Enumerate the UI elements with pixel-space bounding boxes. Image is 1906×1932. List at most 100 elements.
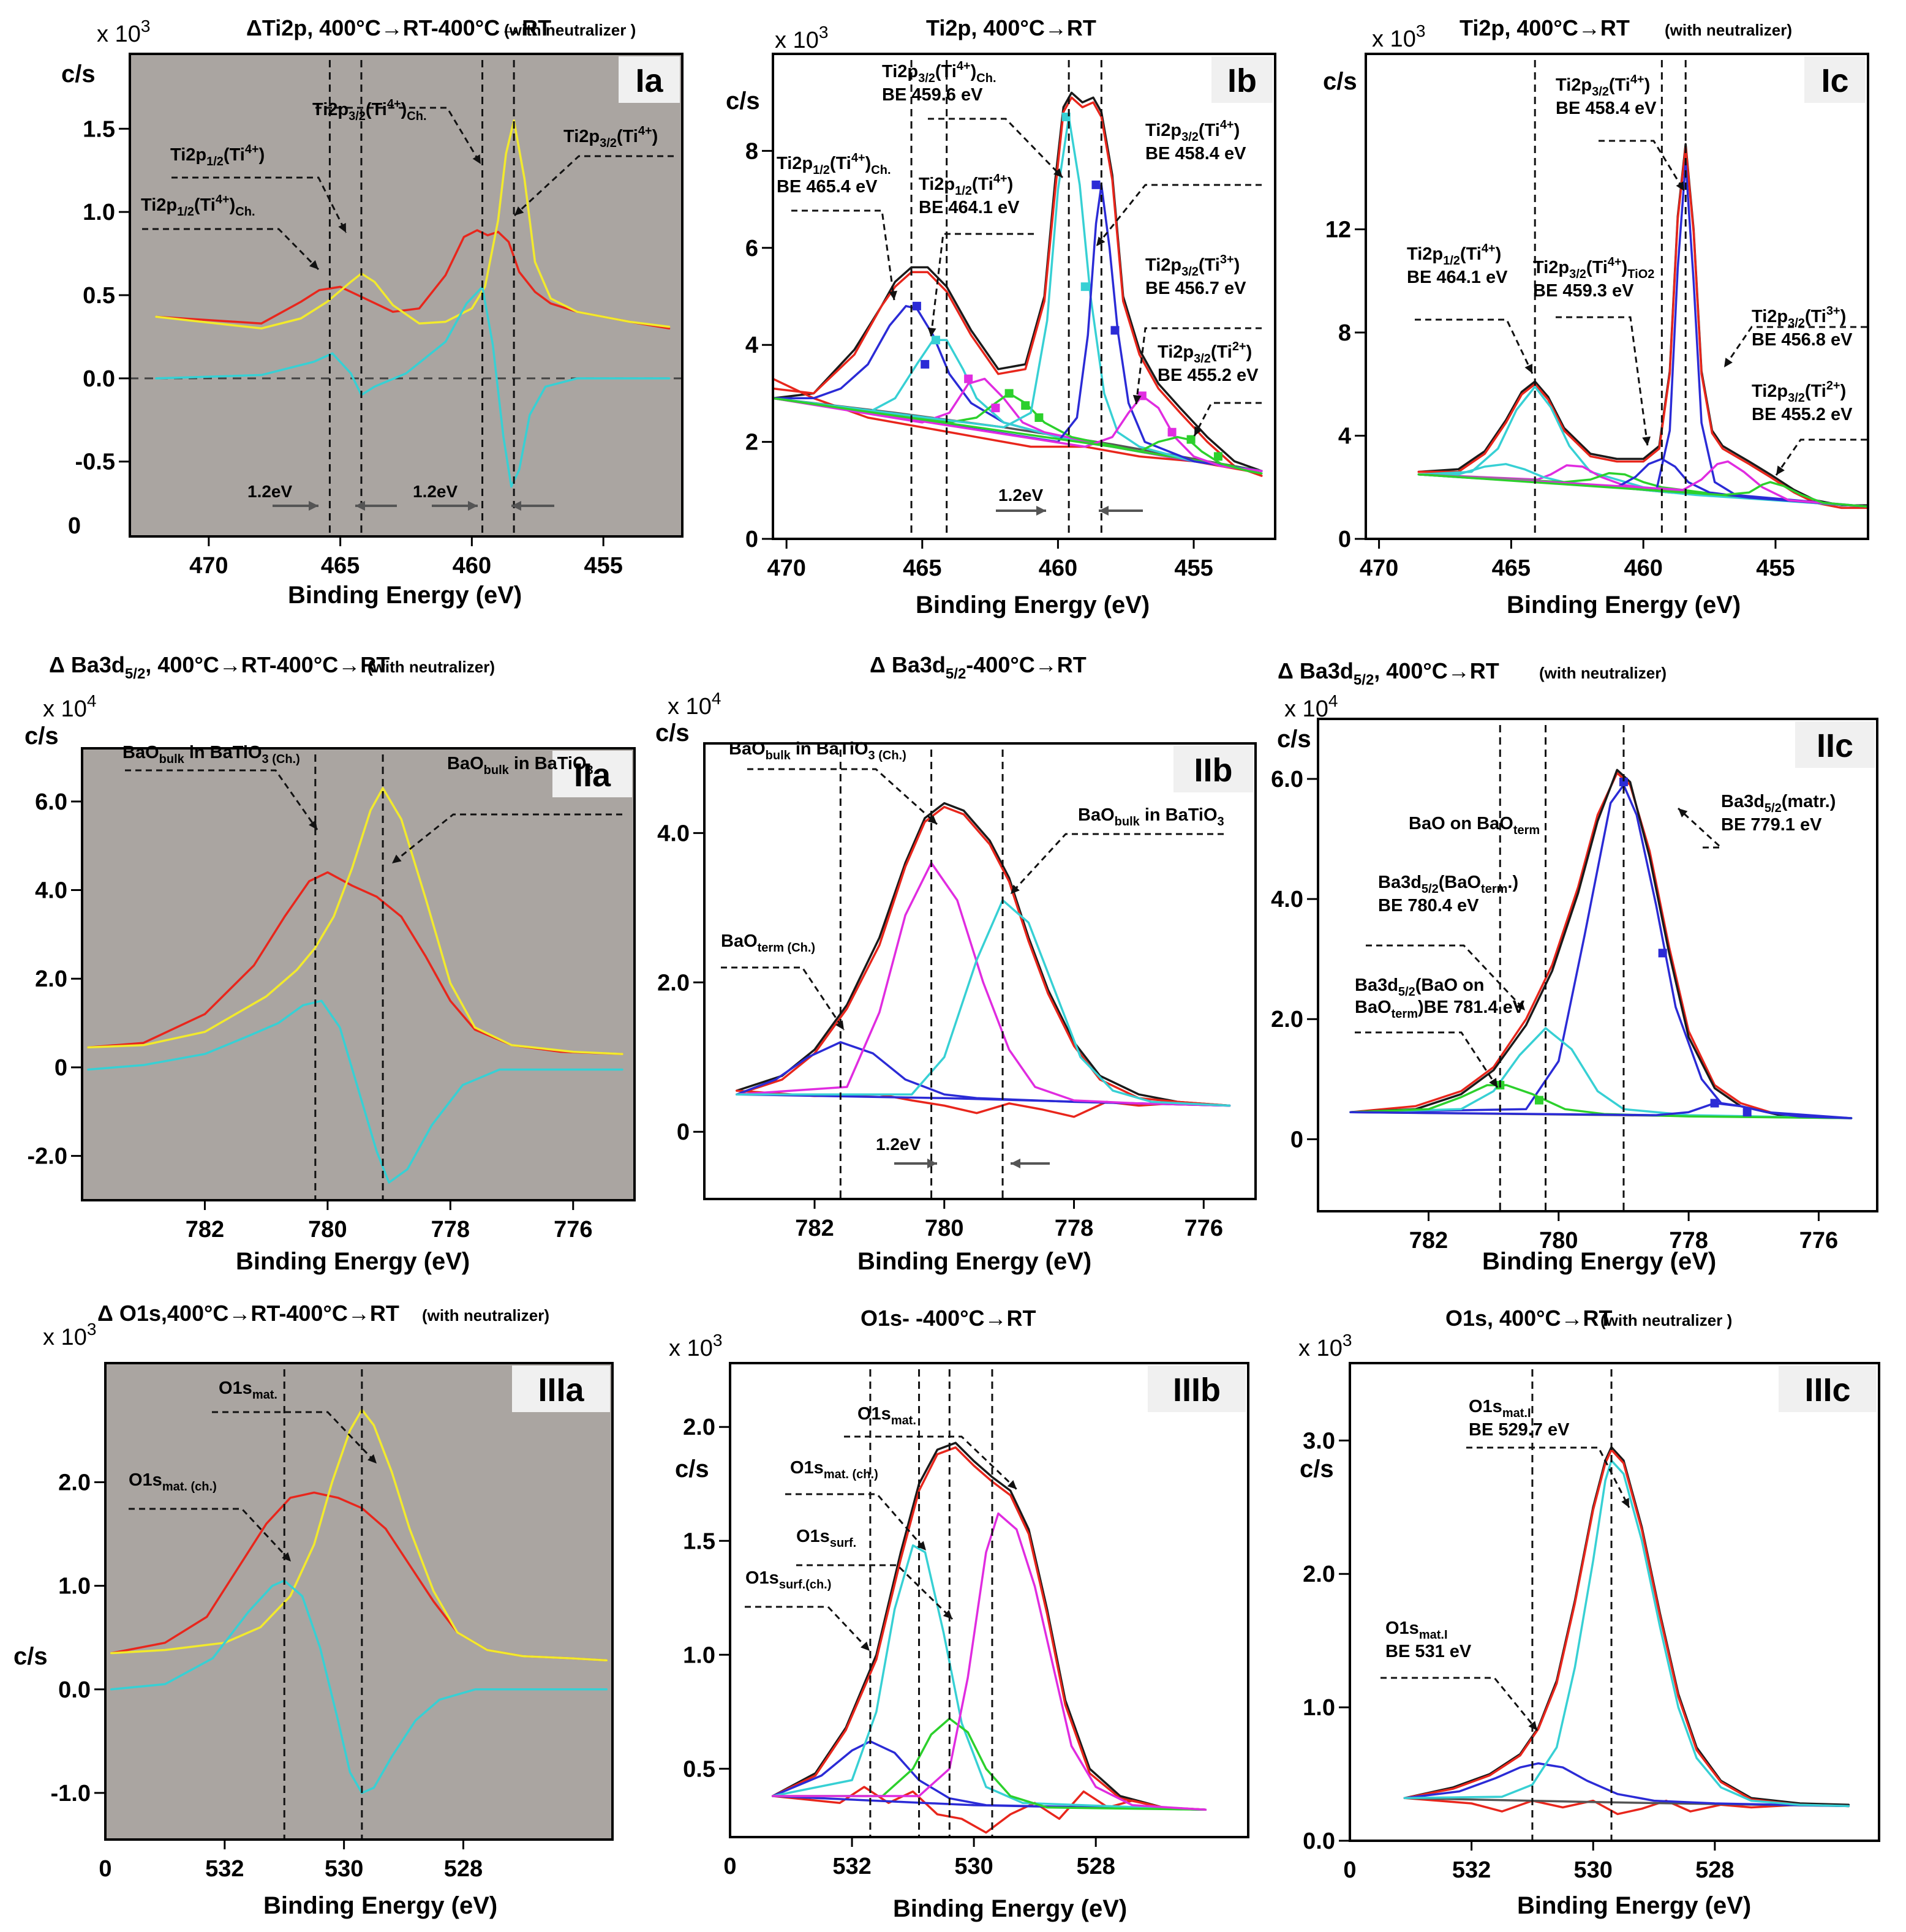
y-scale-factor: x 104 bbox=[43, 691, 96, 722]
axes-frame bbox=[772, 53, 1276, 540]
panel-title: ΔTi2p, 400°C→RT-400°C→RT bbox=[246, 15, 551, 40]
x-tick-label: 470 bbox=[1360, 555, 1398, 581]
axes-frame bbox=[1317, 718, 1878, 1212]
peak-annotation: Ti2p3/2(Ti3+) bbox=[1752, 304, 1846, 330]
series-peak-magenta-2 bbox=[1417, 460, 1868, 508]
plot-area bbox=[736, 802, 1231, 1118]
y-tick-label: 0 bbox=[677, 1119, 690, 1145]
x-tick-label: 782 bbox=[795, 1216, 834, 1241]
shift-arrowhead bbox=[1011, 1159, 1020, 1168]
panel-badge-bg bbox=[1795, 721, 1875, 768]
series-peak-blue bbox=[736, 1041, 1231, 1107]
y-scale-factor: x 103 bbox=[1372, 21, 1425, 52]
y-tick-label: -0.5 bbox=[75, 449, 115, 475]
annotation-arrowhead bbox=[917, 1541, 926, 1550]
peak-annotation: Ti2p1/2(Ti4+) bbox=[1407, 242, 1501, 268]
panel-title-note: (with neutralizer ) bbox=[1600, 1311, 1732, 1329]
panel-badge: IIIb bbox=[1173, 1372, 1221, 1408]
annotation-arrowhead bbox=[861, 1641, 870, 1651]
y-tick-label: 0 bbox=[1290, 1127, 1303, 1152]
annotation-leader-1 bbox=[930, 233, 1034, 337]
panel-title: Δ Ba3d5/2, 400°C→RT-400°C→RT bbox=[49, 652, 390, 682]
x-tick-label: 460 bbox=[1624, 555, 1662, 581]
x-tick-label: 455 bbox=[1756, 555, 1795, 581]
annotation-arrowhead bbox=[392, 854, 402, 863]
plot-background bbox=[1318, 719, 1877, 1211]
panel-ib: 470 465 460 455 8 6 4 2 0 Ib Ti2p, 400°C→RT x 103 c/… bbox=[726, 15, 1276, 618]
binding-energy-label: BE 455.2 eV bbox=[1752, 405, 1853, 424]
y-axis-label: c/s bbox=[61, 61, 96, 88]
x-tick-label: 532 bbox=[1452, 1857, 1491, 1883]
y-tick-label: 2.0 bbox=[1303, 1562, 1335, 1587]
y-tick-label: 4 bbox=[1338, 423, 1351, 449]
annotation-arrowhead bbox=[1724, 358, 1733, 367]
peak-annotation: O1ssurf.(ch.) bbox=[745, 1568, 831, 1592]
panel-badge-bg bbox=[512, 1366, 610, 1412]
y-scale-factor: x 104 bbox=[668, 689, 721, 720]
y-tick-label: 2.0 bbox=[1271, 1007, 1303, 1032]
x-tick-label: 528 bbox=[444, 1856, 483, 1882]
fit-marker-7 bbox=[1034, 413, 1044, 422]
energy-shift-label: 1.2eV bbox=[998, 486, 1043, 505]
annotation-leader-3 bbox=[745, 1606, 871, 1652]
annotation-arrowhead bbox=[1528, 1721, 1537, 1731]
binding-energy-label: BE 459.6 eV bbox=[882, 85, 983, 105]
fit-marker-1 bbox=[921, 359, 930, 369]
fit-marker-3 bbox=[1742, 1108, 1752, 1117]
annotation-leader-3 bbox=[513, 155, 674, 217]
x-tick-label: 530 bbox=[325, 1856, 363, 1882]
y-axis-label: c/s bbox=[24, 723, 59, 750]
y-tick-label: 4 bbox=[745, 333, 758, 358]
fit-marker-14 bbox=[1186, 435, 1196, 444]
annotation-arrowhead bbox=[1096, 236, 1106, 246]
annotation-arrowhead bbox=[1053, 168, 1063, 178]
x-tick-label: 470 bbox=[189, 553, 228, 579]
panel-title-note: (with neutralizer) bbox=[422, 1306, 549, 1325]
plot-area bbox=[130, 119, 682, 488]
y-tick-label: 1.5 bbox=[83, 116, 115, 142]
annotation-leader-0 bbox=[1466, 1446, 1630, 1508]
peak-annotation: Ti2p3/2(Ti3+) bbox=[1145, 253, 1240, 279]
y-axis-label: c/s bbox=[726, 88, 760, 115]
fit-marker-6 bbox=[1021, 401, 1030, 410]
binding-energy-label: BE 464.1 eV bbox=[919, 198, 1020, 217]
y-tick-label: 0 bbox=[55, 1055, 67, 1081]
peak-annotation: Ba3d5/2(BaO on bbox=[1355, 975, 1485, 999]
shift-arrowhead bbox=[511, 501, 521, 511]
x-tick-label: 530 bbox=[954, 1854, 993, 1879]
panel-title: Ti2p, 400°C→RT bbox=[1460, 15, 1630, 40]
binding-energy-label: BE 465.4 eV bbox=[777, 177, 878, 197]
panel-badge-bg bbox=[1779, 1366, 1877, 1412]
plot-background bbox=[1350, 1363, 1879, 1841]
series-peak-magenta-2 bbox=[773, 394, 1263, 472]
x-tick-label: 528 bbox=[1695, 1857, 1734, 1883]
plot-background bbox=[82, 748, 635, 1200]
fit-marker-13 bbox=[1167, 427, 1177, 437]
x-axis-label: Binding Energy (eV) bbox=[288, 582, 522, 609]
axes-frame bbox=[729, 1362, 1249, 1838]
y-tick-label: 2 bbox=[745, 430, 758, 456]
x-tick-label: 455 bbox=[1174, 555, 1213, 581]
x-tick-label: 528 bbox=[1076, 1854, 1115, 1879]
binding-energy-label: BE 458.4 eV bbox=[1556, 99, 1657, 118]
series-peak-blue-2 bbox=[1417, 161, 1868, 508]
fit-marker-1 bbox=[1658, 949, 1667, 958]
panel-badge: IIa bbox=[574, 757, 611, 794]
series-peak-cyan-1 bbox=[773, 339, 1263, 472]
y-tick-label: 3.0 bbox=[1303, 1428, 1335, 1454]
annotation-leader-1 bbox=[1009, 833, 1224, 895]
peak-annotation: Ti2p3/2(Ti4+)Ch. bbox=[312, 97, 427, 123]
annotation-leader-5 bbox=[1193, 402, 1262, 437]
panel-title: O1s- -400°C→RT bbox=[861, 1306, 1036, 1331]
series-peak-cyan bbox=[736, 899, 1231, 1107]
series-peak-green-2 bbox=[1417, 473, 1868, 508]
panel-badge-bg bbox=[1173, 746, 1253, 792]
annotation-arrowhead bbox=[472, 154, 481, 164]
y-tick-label: 2.0 bbox=[683, 1415, 715, 1440]
annotation-arrowhead bbox=[309, 260, 318, 269]
series-envelope-black bbox=[771, 1441, 1207, 1811]
energy-shift-label: 1.2eV bbox=[876, 1135, 921, 1154]
annotation-leader-0 bbox=[844, 1435, 1018, 1490]
fit-marker-15 bbox=[1213, 452, 1222, 461]
binding-energy-label: BE 455.2 eV bbox=[1158, 366, 1259, 385]
